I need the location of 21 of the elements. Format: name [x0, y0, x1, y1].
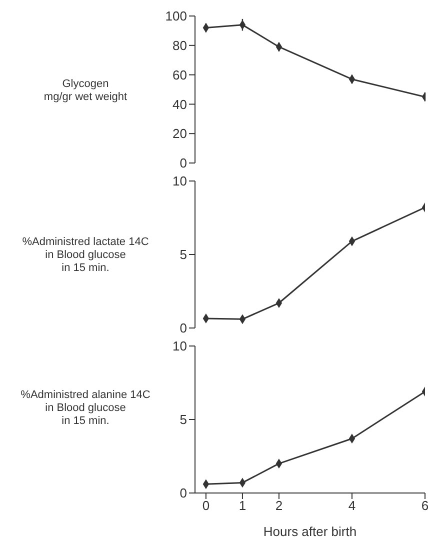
y-tick-label: 100: [165, 8, 187, 24]
y-tick-label: 0: [180, 486, 187, 501]
y-axis-title: %Administred lactate 14C in Blood glucose in 15 min.: [22, 236, 149, 275]
y-tick-label: 10: [172, 338, 187, 354]
y-axis-title: %Administred alanine 14C in Blood glucose in 15 min.: [20, 388, 150, 428]
y-tick-label: 60: [172, 67, 187, 82]
y-tick-label: 80: [172, 38, 187, 54]
y-tick-label: 20: [172, 126, 187, 142]
x-tick-label: 0: [202, 498, 210, 514]
x-tick-label: 6: [421, 498, 429, 514]
y-tick-label: 40: [172, 96, 187, 112]
x-tick-label: 1: [238, 498, 246, 514]
y-tick-label: 5: [180, 412, 187, 428]
x-axis-title: Hours after birth: [263, 524, 357, 539]
y-tick-label: 0: [180, 156, 187, 171]
x-tick-label: 2: [275, 498, 283, 514]
y-axis-title: Glycogen mg/gr wet weight: [44, 78, 128, 104]
y-tick-label: 5: [180, 247, 187, 262]
y-tick-label: 0: [180, 320, 187, 336]
x-tick-label: 4: [348, 498, 356, 514]
y-tick-label: 10: [172, 174, 187, 189]
